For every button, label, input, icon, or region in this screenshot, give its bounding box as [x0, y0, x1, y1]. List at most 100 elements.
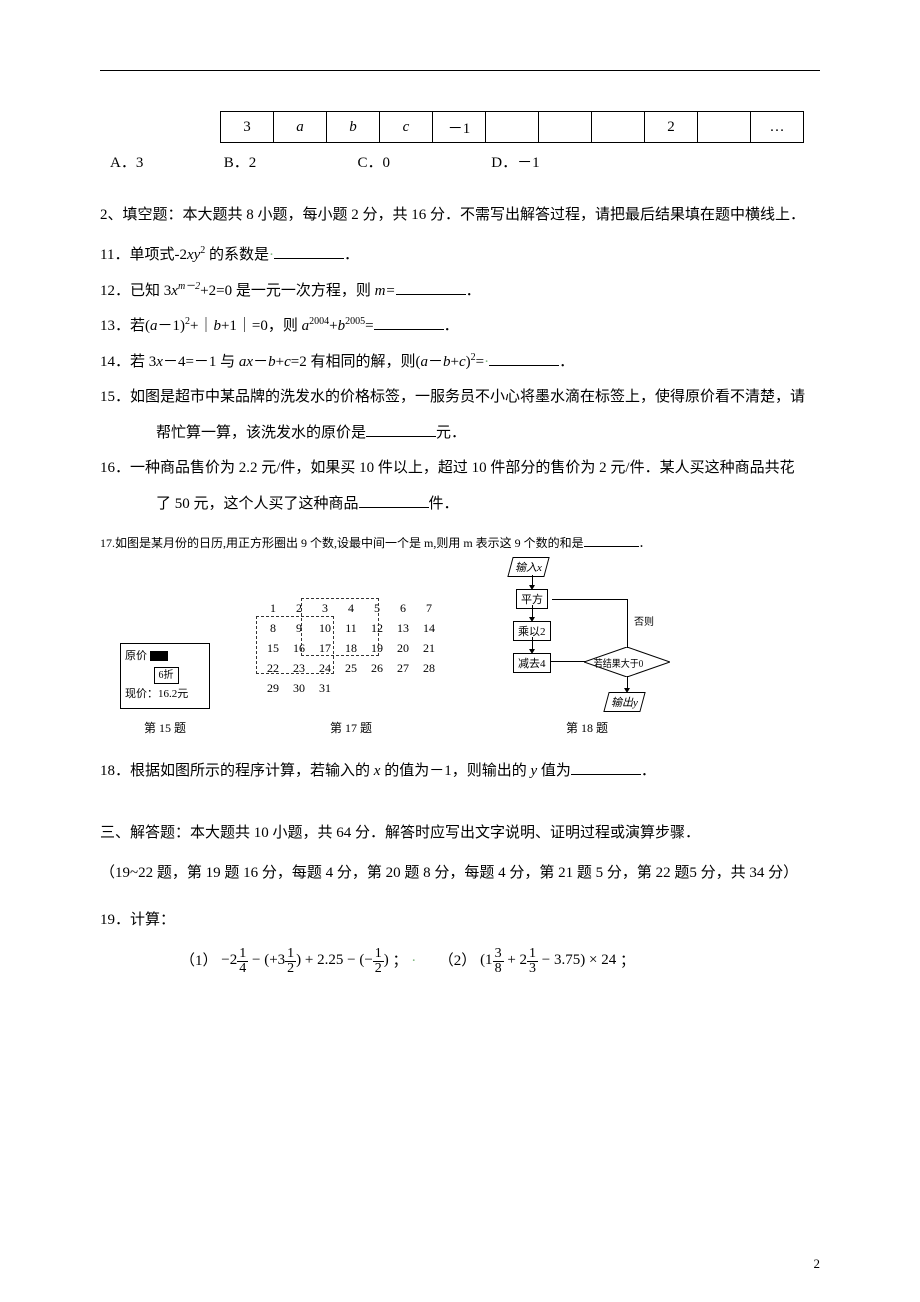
figure-18: 输入x 平方 乘以2 减去4 若结果大于0	[492, 561, 682, 736]
q15-line1: 15．如图是超市中某品牌的洗发水的价格标签，一服务员不小心将墨水滴在标签上，使得…	[100, 382, 820, 414]
text: 14．若 3	[100, 354, 156, 370]
blank	[366, 421, 436, 436]
cell: c	[380, 112, 433, 143]
text: 17.如图是某月份的日历,用正方形圈出 9 个数,设最中间一个是 m,则用 m …	[100, 536, 584, 550]
text: 13．若(	[100, 318, 150, 334]
q11: 11．单项式-2xy2 的系数是·．	[100, 240, 820, 272]
var-x: x	[156, 354, 163, 370]
cell	[592, 112, 645, 143]
period: ．	[639, 536, 651, 550]
cell: 2	[645, 112, 698, 143]
eq1-label: （1）	[180, 952, 218, 968]
option-d: D．－1	[491, 151, 539, 172]
figures-row: 原价 6折 现价：16.2元 第 15 题 1234567 8910111213…	[120, 561, 820, 736]
cell	[486, 112, 539, 143]
text: －	[428, 354, 443, 370]
figure-17: 1234567 891011121314 15161718192021 2223…	[260, 598, 442, 736]
q15-line2: 帮忙算一算，该洗发水的原价是元．	[100, 418, 820, 450]
cell: －1	[433, 112, 486, 143]
calendar: 1234567 891011121314 15161718192021 2223…	[260, 598, 442, 706]
cell: 3	[221, 112, 274, 143]
line1: 原价	[125, 648, 205, 665]
line3: 现价：16.2元	[125, 686, 205, 703]
q13: 13．若(a－1)2+｜b+1｜=0，则 a2004+b2005=．	[100, 311, 820, 343]
caption: 第 17 题	[260, 719, 442, 736]
sequence-table: 3 a b c －1 2 …	[220, 111, 804, 143]
text: 18．根据如图所示的程序计算，若输入的	[100, 763, 374, 779]
text: 11．单项式-2	[100, 247, 187, 263]
text: －	[253, 354, 268, 370]
var-b: b	[213, 318, 221, 334]
flow-no-label: 否则	[634, 613, 654, 628]
ink-icon	[150, 651, 168, 661]
text: 的系数是	[209, 247, 269, 263]
page: 3 a b c －1 2 … A．3 B．2 C．0 D．－1 2、填空题：本大…	[0, 0, 920, 1302]
period: ．	[466, 283, 481, 299]
option-b: B．2	[224, 151, 354, 172]
q17: 17.如图是某月份的日历,用正方形圈出 9 个数,设最中间一个是 m,则用 m …	[100, 534, 820, 551]
var-b: b	[268, 354, 276, 370]
sup: 2004	[309, 316, 329, 327]
text: －1)	[158, 318, 186, 334]
blank	[584, 535, 639, 547]
blank	[489, 350, 559, 365]
var-xy: xy	[187, 247, 200, 263]
text: +｜	[190, 318, 213, 334]
var-x: x	[171, 283, 178, 299]
table-row: 3 a b c －1 2 …	[221, 112, 804, 143]
flow-output: 输出y	[603, 692, 645, 712]
caption: 第 18 题	[492, 719, 682, 736]
period: ．	[444, 318, 459, 334]
section-2-intro: 2、填空题：本大题共 8 小题，每小题 2 分，共 16 分．不需写出解答过程，…	[100, 200, 820, 230]
text: 元．	[436, 425, 466, 441]
sup: m－2	[178, 281, 200, 292]
eq1: −214 − (+312) + 2.25 − (−12)	[221, 952, 392, 968]
dot-icon: ·	[411, 952, 416, 968]
var-m: m=	[375, 283, 396, 299]
blank	[571, 760, 641, 775]
text: 值为	[537, 763, 571, 779]
var-b2: b	[338, 318, 346, 334]
var-c2: c	[459, 354, 466, 370]
text: 12．已知 3	[100, 283, 171, 299]
section-3-intro: 三、解答题：本大题共 10 小题，共 64 分．解答时应写出文字说明、证明过程或…	[100, 818, 820, 848]
cell: …	[751, 112, 804, 143]
options-row: A．3 B．2 C．0 D．－1	[110, 151, 820, 172]
price-tag: 原价 6折 现价：16.2元	[120, 643, 210, 709]
text: +	[450, 354, 458, 370]
blank	[274, 244, 344, 259]
sup: 2	[200, 245, 205, 256]
caption: 第 15 题	[120, 719, 210, 736]
section-3-sub: （19~22 题，第 19 题 16 分，每题 4 分，第 20 题 8 分，每…	[100, 858, 820, 890]
eq: =	[476, 354, 484, 370]
blank	[359, 492, 429, 507]
q12: 12．已知 3xm－2+2=0 是一元一次方程，则 m= ．	[100, 276, 820, 308]
text: 件．	[429, 496, 459, 512]
var-a: a	[420, 354, 428, 370]
q19-eqs: （1） −214 − (+312) + 2.25 − (−12) ； · （2）…	[180, 947, 820, 976]
blank	[396, 279, 466, 294]
q14: 14．若 3x－4=－1 与 ax－b+c=2 有相同的解，则(a－b+c)2=…	[100, 347, 820, 379]
flow-step-sub4: 减去4	[513, 653, 551, 673]
figure-15: 原价 6折 现价：16.2元 第 15 题	[120, 643, 210, 736]
option-a: A．3	[110, 151, 220, 172]
var-a: a	[150, 318, 158, 334]
text: =2 有相同的解，则(	[291, 354, 421, 370]
period: ．	[344, 247, 359, 263]
text: －4=－1 与	[163, 354, 239, 370]
page-number: 2	[814, 1256, 821, 1272]
text: 了 50 元，这个人买了这种商品	[156, 496, 359, 512]
cell	[539, 112, 592, 143]
q16-line2: 了 50 元，这个人买了这种商品 件．	[100, 489, 820, 521]
text: +	[276, 354, 284, 370]
text: +2=0 是一元一次方程，则	[200, 283, 374, 299]
flow-line	[627, 599, 628, 648]
q16-line1: 16．一种商品售价为 2.2 元/件，如果买 10 件以上，超过 10 件部分的…	[100, 453, 820, 485]
flow-line	[552, 599, 628, 600]
period: ．	[559, 354, 574, 370]
blank	[374, 315, 444, 330]
dash-box-2	[256, 616, 334, 674]
top-rule	[100, 70, 820, 71]
cell: a	[274, 112, 327, 143]
sup: 2005	[345, 316, 365, 327]
